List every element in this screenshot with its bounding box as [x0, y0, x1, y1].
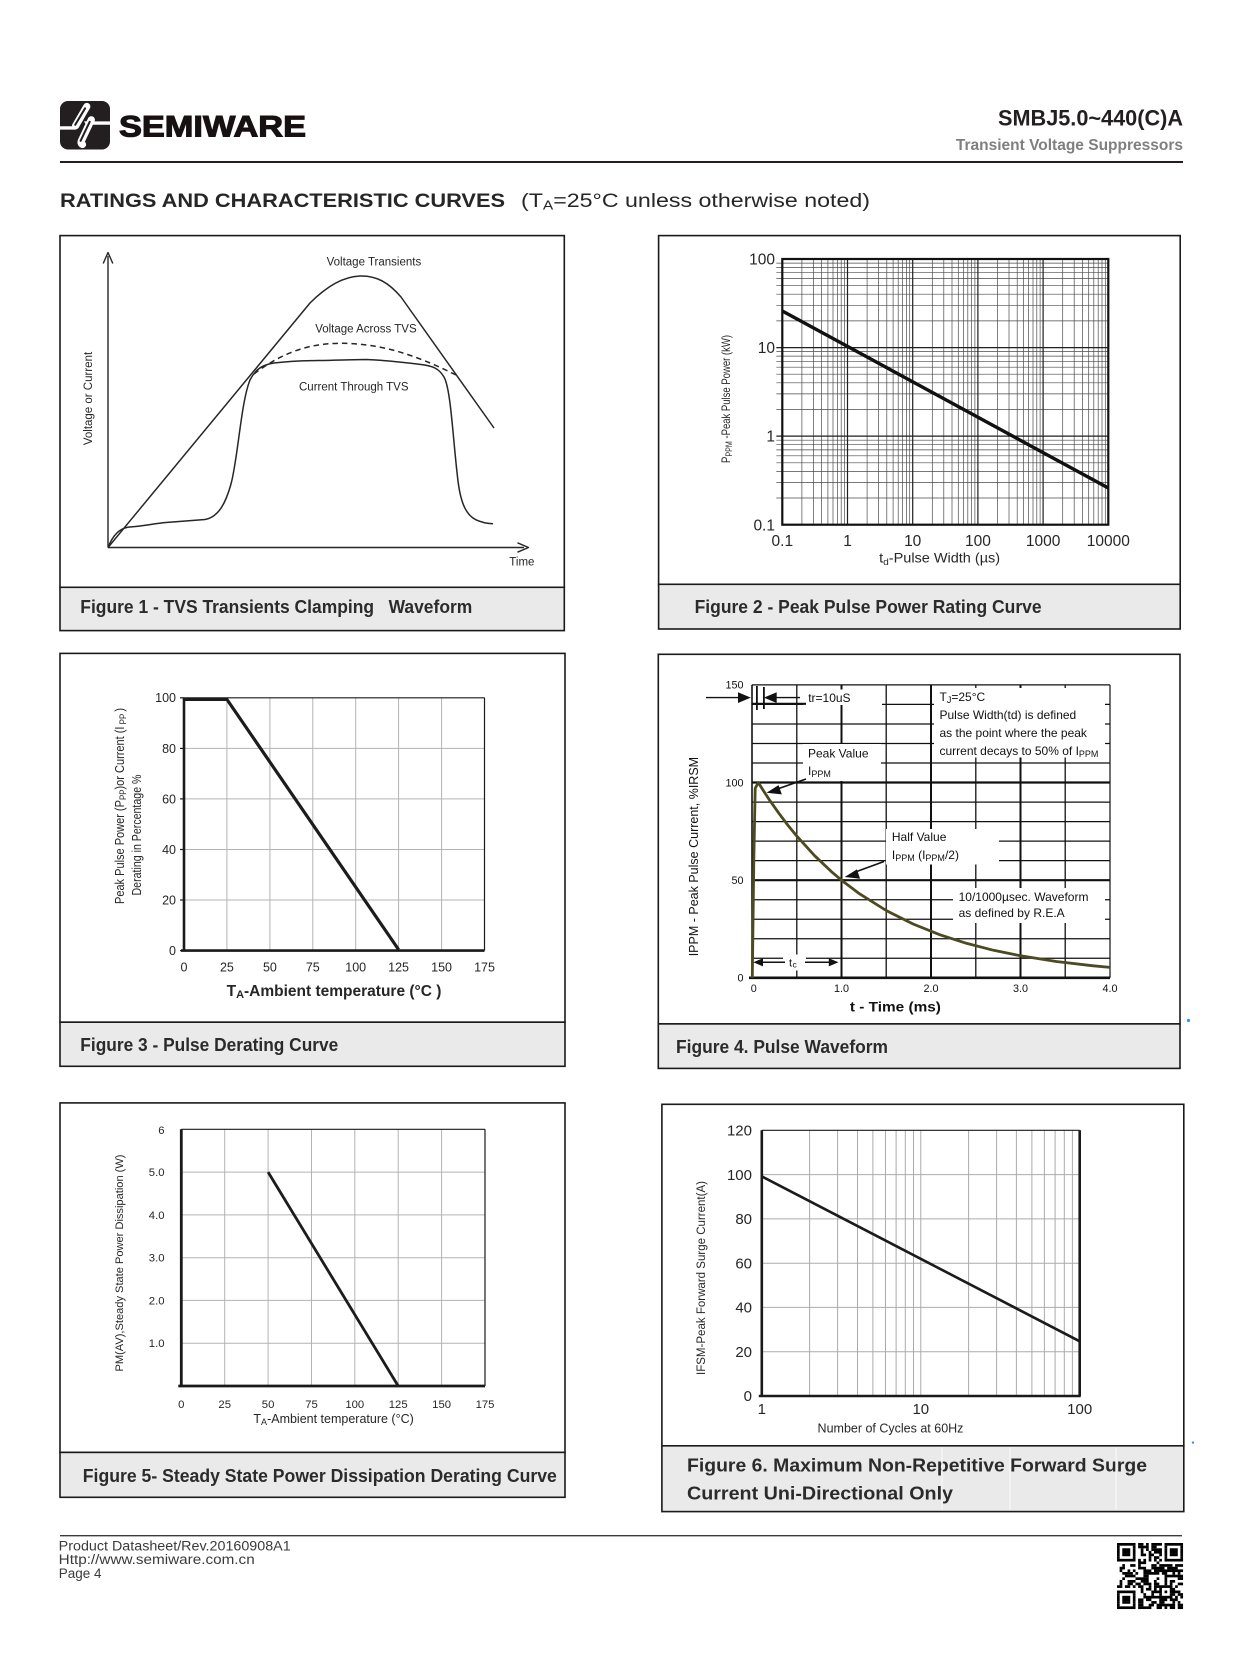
svg-text:Figure 4. Pulse Waveform: Figure 4. Pulse Waveform [676, 1036, 888, 1057]
svg-text:TA-Ambient temperature (°C ): TA-Ambient temperature (°C ) [227, 983, 442, 1001]
svg-text:80: 80 [162, 742, 176, 756]
svg-text:RATINGS AND CHARACTERISTIC CUR: RATINGS AND CHARACTERISTIC CURVES [60, 191, 505, 212]
svg-text:10000: 10000 [1087, 533, 1130, 550]
svg-text:1000: 1000 [1026, 533, 1061, 550]
svg-text:6: 6 [158, 1125, 164, 1137]
svg-text:75: 75 [306, 961, 320, 975]
svg-text:100: 100 [749, 252, 775, 269]
svg-text:60: 60 [162, 792, 176, 806]
svg-text:10: 10 [904, 533, 922, 550]
svg-text:125: 125 [388, 961, 409, 975]
svg-text:4.0: 4.0 [1102, 983, 1117, 995]
svg-text:Current Through TVS: Current Through TVS [299, 381, 409, 393]
svg-text:Transient Voltage Suppressors: Transient Voltage Suppressors [956, 137, 1183, 154]
svg-text:100: 100 [345, 1399, 364, 1411]
svg-text:t - Time (ms): t - Time (ms) [850, 999, 941, 1015]
svg-text:td-Pulse Width (µs): td-Pulse Width (µs) [879, 551, 1000, 569]
svg-text:(TA=25°C unless otherwise note: (T A=25°C unless otherwise noted) [521, 190, 870, 213]
svg-text:10/1000µsec. Waveform: 10/1000µsec. Waveform [959, 890, 1089, 904]
svg-text:Voltage Transients: Voltage Transients [327, 256, 422, 268]
svg-text:150: 150 [431, 961, 452, 975]
svg-text:Number of Cycles at 60Hz: Number of Cycles at 60Hz [818, 1422, 964, 1436]
svg-text:175: 175 [474, 961, 495, 975]
svg-text:0.1: 0.1 [753, 517, 775, 534]
svg-text:3.0: 3.0 [149, 1253, 165, 1265]
svg-text:PPPM -Peak Pulse Power (kW): PPPM -Peak Pulse Power (kW) [719, 335, 734, 463]
svg-text:IPPM - Peak Pulse Current, %IR: IPPM - Peak Pulse Current, %IRSM [687, 757, 701, 956]
svg-text:Figure 1 - TVS Transients Clam: Figure 1 - TVS Transients Clamping Wavef… [80, 596, 472, 617]
svg-text:20: 20 [162, 893, 176, 907]
svg-text:50: 50 [262, 1399, 275, 1411]
svg-text:PM(AV),Steady State Power Diss: PM(AV),Steady State Power Dissipation (W… [114, 1154, 126, 1371]
svg-text:Derating in Percentage %: Derating in Percentage % [130, 775, 144, 896]
svg-text:50: 50 [731, 875, 743, 887]
svg-text:Time: Time [509, 557, 534, 569]
svg-text:25: 25 [218, 1399, 231, 1411]
svg-text:SEMIWARE: SEMIWARE [119, 111, 306, 144]
svg-text:SMBJ5.0~440(C)A: SMBJ5.0~440(C)A [998, 106, 1183, 131]
svg-text:Http://www.semiware.com.cn: Http://www.semiware.com.cn [59, 1552, 255, 1567]
svg-text:Half Value: Half Value [892, 830, 947, 844]
svg-text:2.0: 2.0 [923, 983, 938, 995]
svg-text:IFSM-Peak Forward Surge Curren: IFSM-Peak Forward Surge Current(A) [694, 1181, 708, 1375]
svg-text:Current Uni-Directional Only: Current Uni-Directional Only [687, 1483, 954, 1504]
svg-text:0: 0 [751, 983, 757, 995]
svg-text:tr=10uS: tr=10uS [808, 691, 850, 705]
svg-text:Figure 5- Steady State Power D: Figure 5- Steady State Power Dissipation… [83, 1465, 557, 1486]
svg-text:Pulse Width(td) is defined: Pulse Width(td) is defined [940, 708, 1077, 722]
svg-text:1.0: 1.0 [834, 983, 849, 995]
svg-text:125: 125 [389, 1399, 408, 1411]
svg-text:120: 120 [727, 1123, 752, 1140]
svg-text:TA-Ambient temperature (°C): TA-Ambient temperature (°C) [253, 1412, 413, 1427]
svg-text:as the point where the peak: as the point where the peak [940, 726, 1088, 740]
svg-text:25: 25 [220, 961, 234, 975]
svg-text:Figure 2 - Peak Pulse Power Ra: Figure 2 - Peak Pulse Power Rating Curve [695, 596, 1042, 617]
svg-text:0: 0 [178, 1399, 184, 1411]
svg-text:Voltage or Current: Voltage or Current [83, 351, 95, 445]
svg-text:TJ=25°C: TJ=25°C [940, 690, 986, 705]
svg-text:100: 100 [965, 533, 991, 550]
svg-text:4.0: 4.0 [149, 1210, 165, 1222]
svg-text:80: 80 [735, 1211, 752, 1228]
svg-text:100: 100 [725, 777, 743, 789]
svg-text:10: 10 [758, 340, 776, 357]
svg-text:Figure 3 - Pulse Derating Curv: Figure 3 - Pulse Derating Curve [80, 1034, 338, 1055]
svg-text:2.0: 2.0 [149, 1295, 165, 1307]
svg-text:c: c [793, 960, 798, 970]
svg-text:1: 1 [766, 429, 775, 446]
svg-text:1.0: 1.0 [149, 1338, 165, 1350]
svg-text:as defined by R.E.A: as defined by R.E.A [959, 906, 1065, 920]
svg-text:0: 0 [744, 1388, 752, 1405]
svg-text:5.0: 5.0 [149, 1167, 165, 1179]
svg-text:100: 100 [155, 691, 176, 705]
svg-text:Peak Pulse Power (PPP)or Curre: Peak Pulse Power (PPP)or Current (I PP ) [113, 708, 128, 904]
svg-text:Product Datasheet/Rev.20160908: Product Datasheet/Rev.20160908A1 [59, 1538, 291, 1553]
svg-text:1: 1 [843, 533, 852, 550]
svg-text:Figure 6. Maximum Non-Repetiti: Figure 6. Maximum Non-Repetitive Forward… [687, 1455, 1147, 1476]
svg-text:3.0: 3.0 [1013, 983, 1028, 995]
svg-text:current decays to 50% of IPPM: current decays to 50% of IPPM [940, 744, 1099, 759]
svg-text:Peak Value: Peak Value [808, 747, 869, 761]
svg-text:150: 150 [725, 680, 743, 692]
svg-text:Voltage Across TVS: Voltage Across TVS [315, 323, 417, 335]
svg-text:100: 100 [345, 961, 366, 975]
svg-text:60: 60 [735, 1255, 752, 1272]
svg-text:100: 100 [1067, 1401, 1092, 1418]
svg-text:100: 100 [727, 1167, 752, 1184]
svg-text:150: 150 [432, 1399, 451, 1411]
svg-text:175: 175 [476, 1399, 495, 1411]
svg-text:Page 4: Page 4 [59, 1566, 102, 1581]
svg-text:0: 0 [737, 973, 743, 985]
svg-text:40: 40 [735, 1300, 752, 1317]
svg-text:0: 0 [169, 944, 176, 958]
svg-text:20: 20 [735, 1344, 752, 1361]
svg-text:75: 75 [305, 1399, 318, 1411]
svg-text:50: 50 [263, 961, 277, 975]
svg-text:0.1: 0.1 [772, 533, 794, 550]
svg-text:40: 40 [162, 843, 176, 857]
svg-text:t: t [789, 958, 792, 970]
svg-text:10: 10 [912, 1401, 929, 1418]
svg-text:1: 1 [758, 1401, 766, 1418]
svg-text:0: 0 [181, 961, 188, 975]
